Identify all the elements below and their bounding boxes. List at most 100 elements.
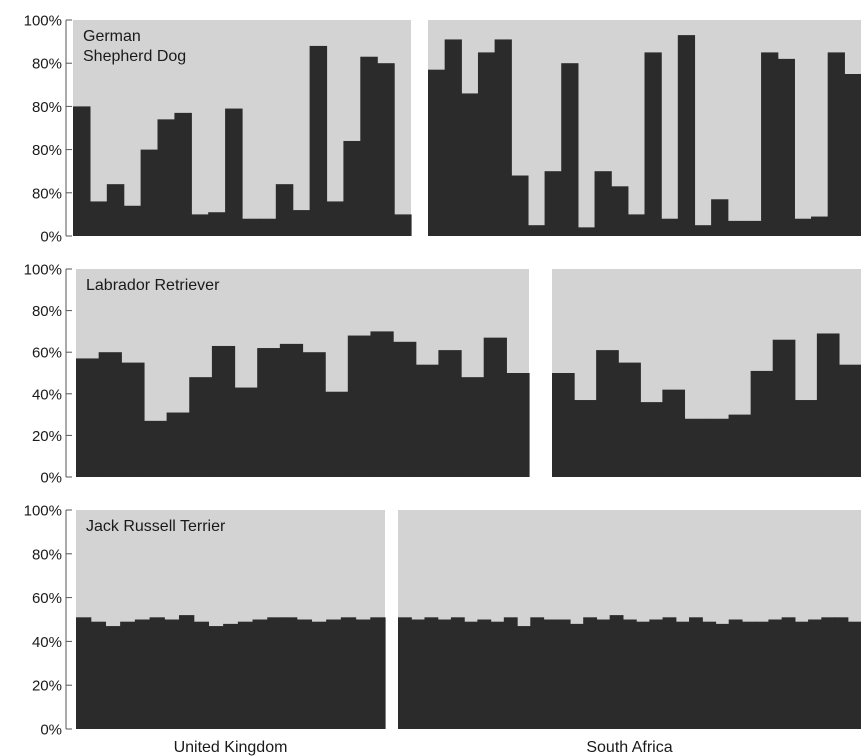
y-tick-label: 0% bbox=[40, 722, 62, 739]
bar bbox=[506, 373, 530, 477]
bar bbox=[309, 45, 328, 236]
bar bbox=[252, 619, 268, 729]
y-tick-label: 40% bbox=[32, 386, 62, 403]
bar bbox=[292, 210, 311, 236]
bar bbox=[816, 333, 840, 477]
bar bbox=[728, 414, 752, 477]
bar bbox=[483, 337, 507, 477]
bar bbox=[237, 621, 254, 729]
bar bbox=[794, 400, 818, 477]
bar bbox=[166, 412, 190, 477]
x-group-label: United Kingdom bbox=[174, 739, 288, 756]
y-tick-label: 60% bbox=[32, 345, 62, 362]
y-tick-label: 100% bbox=[24, 13, 62, 30]
y-tick-label: 80% bbox=[32, 546, 62, 563]
bar bbox=[503, 617, 518, 729]
bar bbox=[193, 621, 210, 729]
bar bbox=[494, 39, 512, 236]
bar bbox=[437, 619, 452, 729]
bar bbox=[393, 341, 417, 477]
bar bbox=[360, 56, 378, 236]
bar bbox=[517, 626, 531, 729]
bar bbox=[461, 377, 485, 477]
bar bbox=[561, 63, 579, 237]
bar bbox=[596, 619, 611, 729]
bar bbox=[98, 352, 122, 477]
bar bbox=[689, 617, 703, 729]
bar bbox=[644, 52, 662, 237]
bar bbox=[189, 377, 213, 477]
bar bbox=[450, 617, 465, 729]
bar bbox=[89, 201, 108, 236]
y-tick-label: 80% bbox=[32, 185, 62, 202]
y-tick-label: 60% bbox=[32, 590, 62, 607]
chart-row-2: 0% 20% 40% 60% 80% 100% Labrador Retriever bbox=[24, 262, 861, 487]
y-tick-label: 80% bbox=[32, 56, 62, 73]
bar bbox=[340, 617, 357, 729]
bar bbox=[750, 370, 774, 477]
bar bbox=[711, 199, 729, 236]
bar bbox=[477, 619, 492, 729]
bar bbox=[355, 619, 371, 729]
bar bbox=[428, 69, 446, 237]
y-tick-label: 40% bbox=[32, 634, 62, 651]
bar bbox=[715, 623, 730, 729]
bar bbox=[106, 184, 125, 236]
bar bbox=[811, 216, 829, 236]
y-tick-label: 20% bbox=[32, 428, 62, 445]
bar bbox=[755, 621, 769, 729]
bar bbox=[611, 186, 629, 236]
bar bbox=[242, 218, 260, 236]
panel-label: German bbox=[83, 28, 141, 45]
bar bbox=[728, 619, 743, 729]
bar bbox=[377, 63, 395, 237]
bar bbox=[844, 74, 861, 236]
bar bbox=[808, 619, 822, 729]
y-tick-label: 0% bbox=[40, 229, 62, 246]
bar bbox=[424, 617, 439, 729]
bar bbox=[684, 418, 708, 477]
bar bbox=[794, 218, 812, 236]
bar bbox=[76, 358, 100, 477]
bar bbox=[225, 108, 243, 236]
bar bbox=[847, 621, 861, 729]
bar bbox=[821, 617, 836, 729]
bar bbox=[76, 617, 92, 729]
bar bbox=[325, 391, 349, 477]
bar bbox=[347, 335, 372, 477]
bar bbox=[727, 220, 746, 236]
bar bbox=[311, 621, 327, 729]
bar bbox=[490, 621, 505, 729]
bar bbox=[411, 619, 426, 729]
bar bbox=[834, 617, 849, 729]
bar bbox=[326, 201, 344, 236]
bar bbox=[794, 621, 809, 729]
bar bbox=[444, 39, 462, 236]
bar bbox=[326, 619, 342, 729]
bar bbox=[640, 402, 663, 477]
bar bbox=[511, 175, 529, 236]
bar bbox=[694, 225, 712, 236]
chart-row-3: 0% 20% 40% 60% 80% 100% Jack Russell Terrier bbox=[24, 503, 861, 739]
bar bbox=[302, 352, 326, 477]
bar bbox=[90, 621, 107, 729]
bar bbox=[234, 387, 258, 477]
bar bbox=[394, 214, 412, 236]
bar bbox=[527, 225, 546, 236]
bar bbox=[208, 626, 224, 729]
bar bbox=[149, 617, 165, 729]
bar bbox=[706, 418, 730, 477]
bar bbox=[123, 205, 142, 236]
bar bbox=[827, 52, 845, 237]
bar bbox=[677, 35, 696, 237]
bar bbox=[781, 617, 796, 729]
bar bbox=[772, 339, 796, 477]
bar bbox=[768, 619, 783, 729]
bar bbox=[596, 350, 619, 477]
bar bbox=[544, 171, 562, 236]
bar bbox=[120, 621, 136, 729]
bar bbox=[702, 621, 717, 729]
y-tick-label: 0% bbox=[40, 470, 62, 487]
bar bbox=[174, 112, 192, 236]
bar bbox=[121, 362, 145, 477]
